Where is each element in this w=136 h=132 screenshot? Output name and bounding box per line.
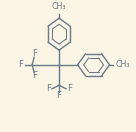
Text: CH₃: CH₃	[52, 2, 66, 11]
Text: F: F	[18, 60, 23, 69]
Text: F: F	[67, 84, 72, 93]
Text: CH₃: CH₃	[116, 60, 130, 69]
Text: F: F	[32, 50, 37, 58]
Text: F: F	[32, 71, 37, 80]
Text: F: F	[57, 91, 62, 100]
Text: F: F	[46, 84, 51, 93]
